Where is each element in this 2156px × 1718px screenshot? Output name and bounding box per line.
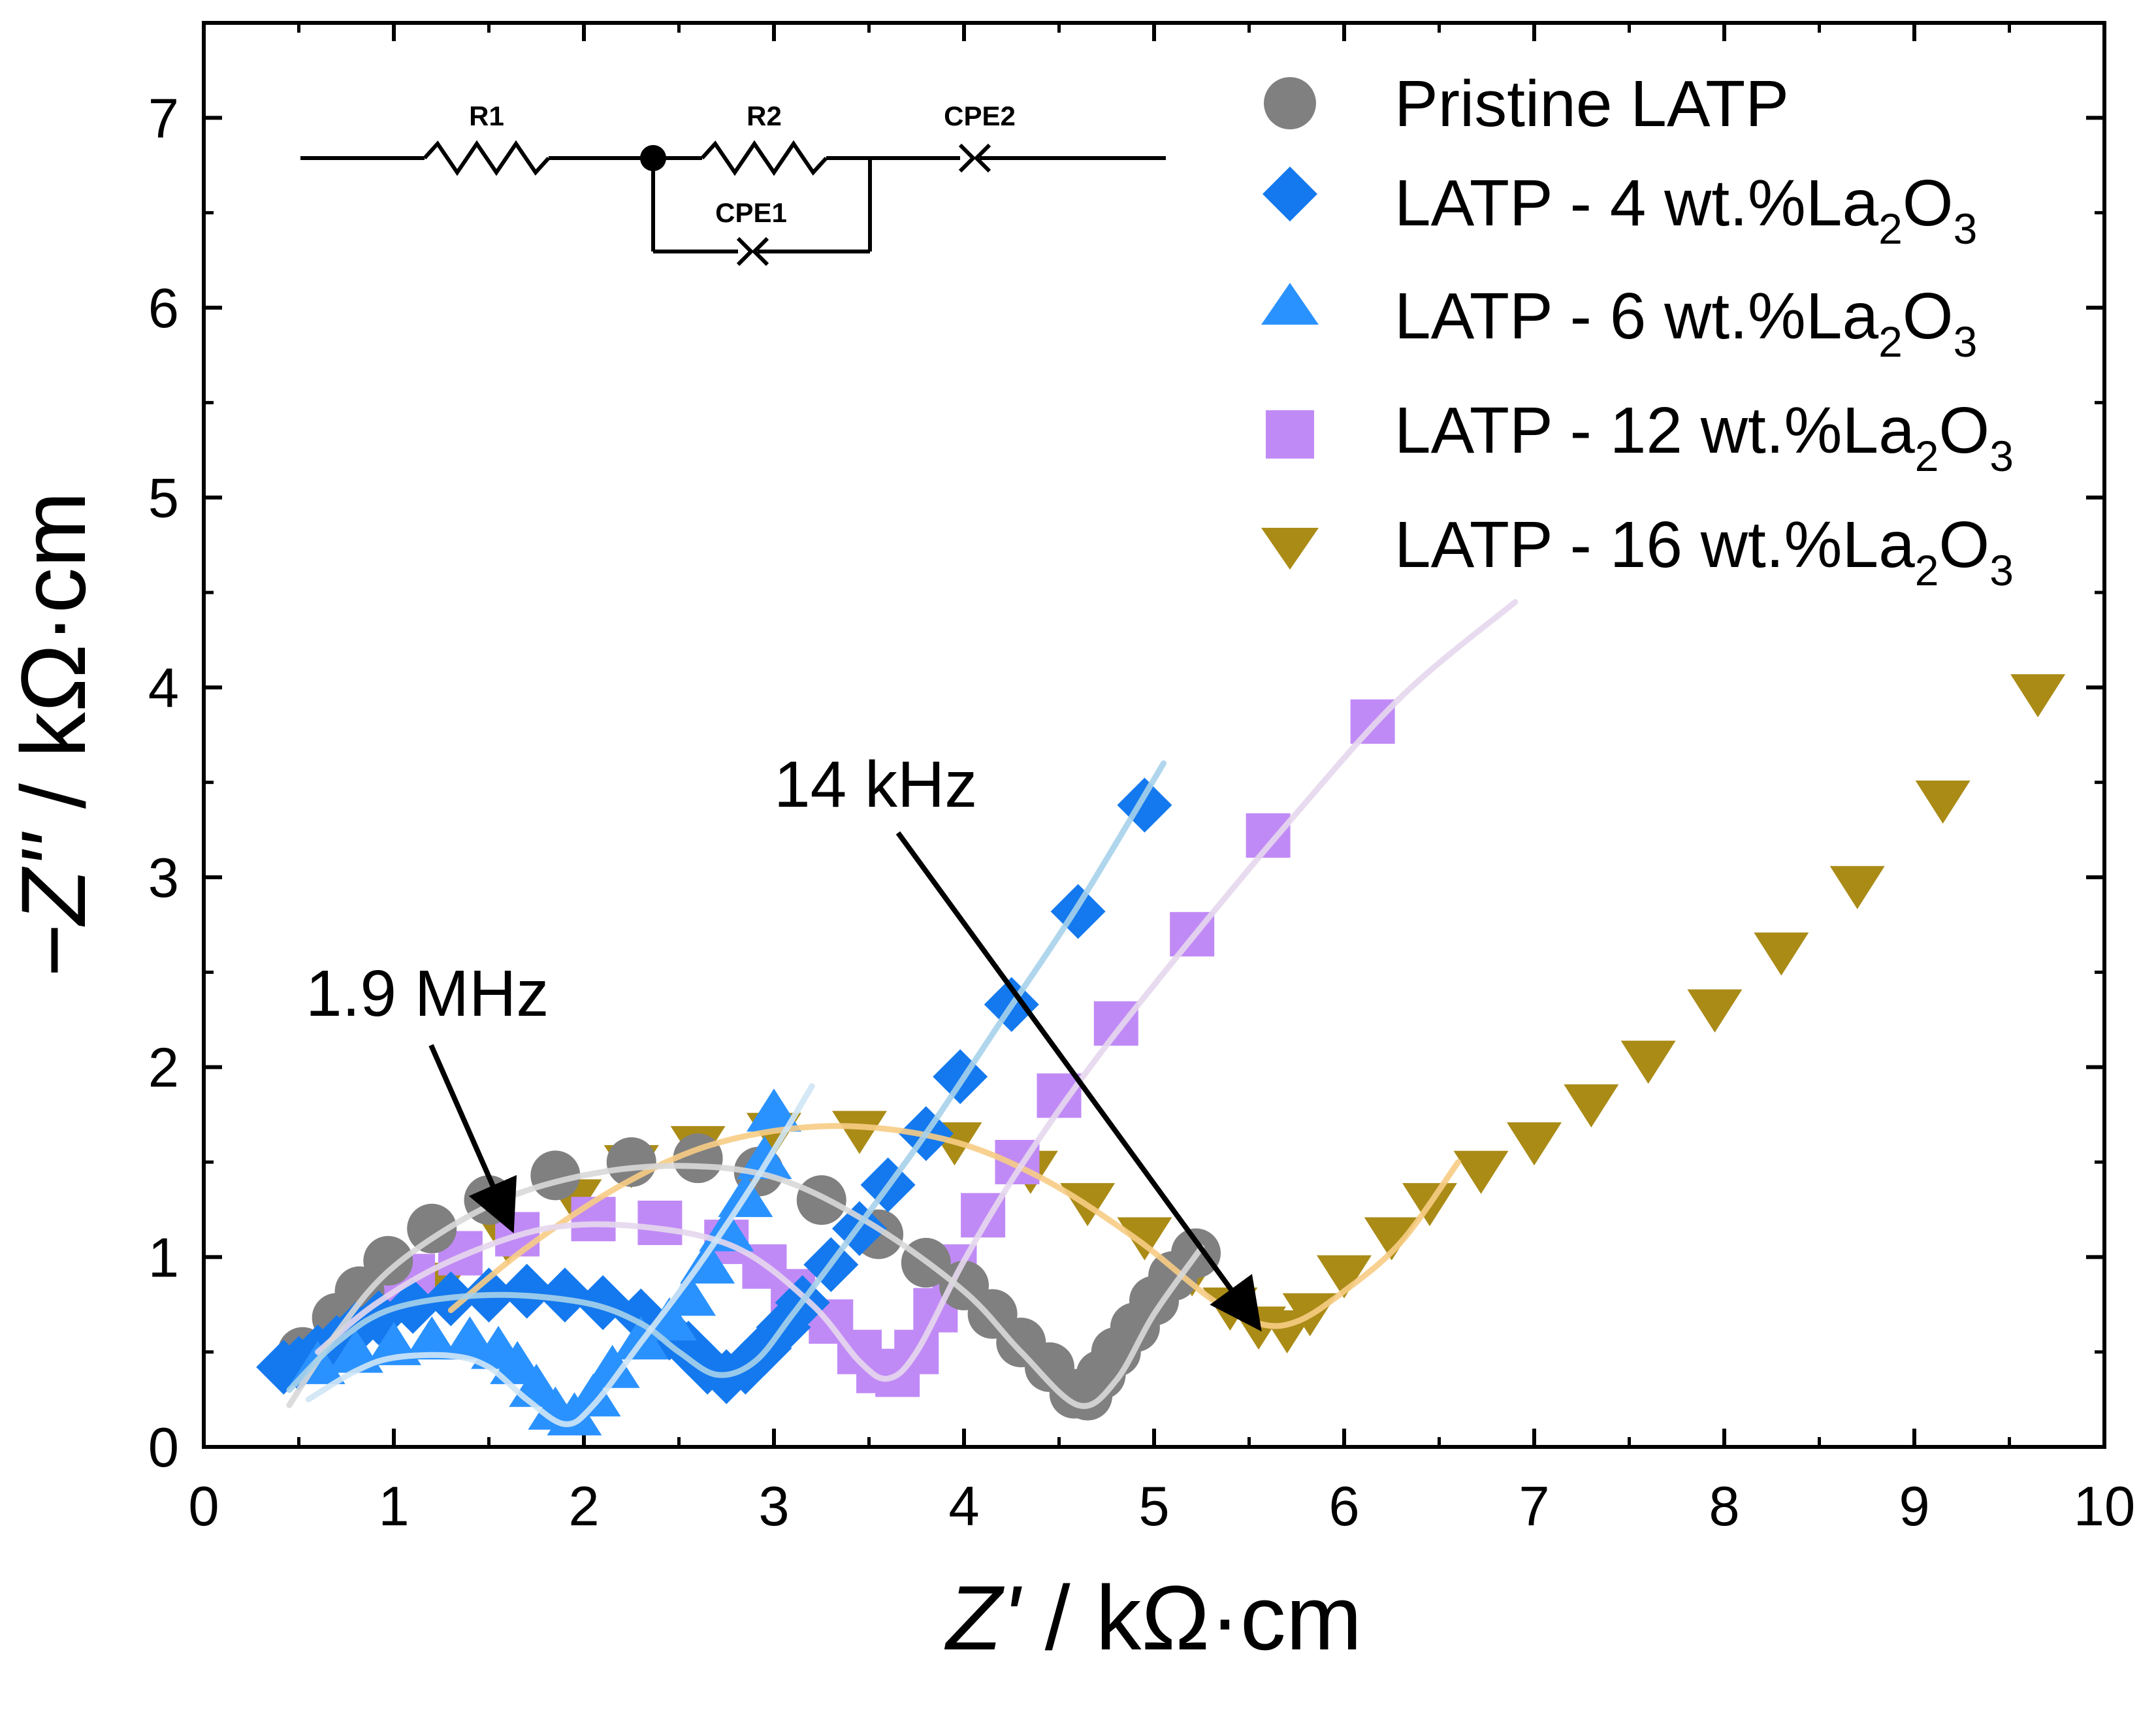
x-tick-label: 8 xyxy=(1709,1476,1739,1538)
data-point xyxy=(1829,866,1885,909)
fit-curve-series-4 xyxy=(447,1123,1462,1329)
y-axis-ticks: 0 1 2 3 4 5 6 7 xyxy=(148,21,2104,1479)
data-point xyxy=(1117,1217,1172,1261)
x-tick-label: 9 xyxy=(1899,1476,1929,1538)
series-4-markers xyxy=(413,674,2066,1353)
y-tick-label: 2 xyxy=(148,1037,179,1099)
label-cpe2: CPE2 xyxy=(944,101,1016,131)
label-r2: R2 xyxy=(747,101,782,131)
legend-marker-pristine xyxy=(1264,77,1316,129)
annotation-label: 14 kHz xyxy=(774,748,977,821)
data-point xyxy=(1687,989,1743,1033)
data-point xyxy=(1364,1217,1419,1261)
fit-curve-series-3 xyxy=(315,599,1519,1382)
x-tick-label: 4 xyxy=(948,1476,979,1538)
data-point xyxy=(363,1236,413,1286)
y-tick-label: 3 xyxy=(148,847,179,909)
series-0-markers xyxy=(278,1133,1221,1421)
circuit-labels: R1 R2 CPE2 CPE1 xyxy=(469,101,1016,228)
x-tick-label: 10 xyxy=(2074,1476,2136,1538)
annotation-14-khz: 14 kHz xyxy=(774,748,1262,1332)
legend-label-12wt: LATP - 12 wt.%La2O3 xyxy=(1394,394,2014,480)
y-tick-label: 4 xyxy=(148,657,179,719)
data-point xyxy=(831,1110,887,1154)
legend-marker-12wt xyxy=(1266,410,1314,459)
data-point xyxy=(442,1316,498,1360)
equivalent-circuit-inset xyxy=(300,140,1166,267)
x-tick-label: 6 xyxy=(1328,1476,1359,1538)
data-point xyxy=(407,1203,457,1254)
data-point xyxy=(1754,932,1809,976)
label-r1: R1 xyxy=(469,101,504,131)
annotation-arrow xyxy=(895,831,1262,1332)
x-tick-label: 1 xyxy=(378,1476,409,1538)
data-point xyxy=(1246,813,1291,858)
legend-marker-4wt xyxy=(1263,167,1317,221)
data-point xyxy=(796,1175,846,1225)
data-point xyxy=(637,1201,683,1246)
x-tick-label: 0 xyxy=(188,1476,219,1538)
data-point xyxy=(747,1088,801,1132)
fit-curve-series-1 xyxy=(286,760,1166,1393)
fit-curve-series-2 xyxy=(305,1083,815,1427)
legend-label-16wt: LATP - 16 wt.%La2O3 xyxy=(1394,508,2014,594)
data-point xyxy=(404,1316,460,1360)
data-point xyxy=(1915,780,1971,824)
cpe2-symbol xyxy=(973,143,991,173)
y-tick-label: 0 xyxy=(148,1417,179,1479)
data-point xyxy=(566,1373,621,1417)
cpe1-symbol xyxy=(751,236,769,267)
annotation-1-9-mhz: 1.9 MHz xyxy=(306,957,549,1234)
legend: Pristine LATP LATP - 4 wt.%La2O3 LATP - … xyxy=(1261,67,2014,594)
resistor-r1 xyxy=(423,140,551,176)
data-point xyxy=(499,1263,555,1319)
data-point xyxy=(661,1272,716,1316)
data-markers xyxy=(256,674,2066,1436)
legend-label-6wt: LATP - 6 wt.%La2O3 xyxy=(1394,280,1977,366)
legend-marker-16wt xyxy=(1261,528,1319,570)
data-point xyxy=(585,1344,640,1388)
x-axis-ticks: 0 1 2 3 4 5 6 7 8 9 10 xyxy=(188,23,2135,1538)
data-point xyxy=(537,1267,592,1323)
y-tick-label: 7 xyxy=(148,88,179,150)
data-point xyxy=(1093,1001,1138,1046)
data-point xyxy=(2010,674,2066,718)
label-cpe1: CPE1 xyxy=(715,197,787,228)
circuit-node xyxy=(640,145,666,171)
y-tick-label: 6 xyxy=(148,278,179,340)
y-axis-label: −Z'' / kΩ·cm xyxy=(2,491,105,978)
x-axis-label: Z' / kΩ·cm xyxy=(944,1566,1362,1669)
resistor-r2 xyxy=(700,140,828,176)
data-point xyxy=(1453,1150,1509,1194)
x-tick-label: 5 xyxy=(1138,1476,1169,1538)
x-tick-label: 7 xyxy=(1519,1476,1549,1538)
legend-marker-6wt xyxy=(1261,283,1319,325)
annotation-label: 1.9 MHz xyxy=(306,957,549,1030)
data-point xyxy=(1564,1084,1619,1127)
x-tick-label: 3 xyxy=(758,1476,789,1538)
data-point xyxy=(1620,1041,1676,1084)
x-tick-label: 2 xyxy=(568,1476,599,1538)
data-point xyxy=(1507,1122,1562,1166)
legend-label-pristine: Pristine LATP xyxy=(1394,67,1789,140)
annotation-arrow xyxy=(428,1044,517,1234)
y-tick-label: 5 xyxy=(148,468,179,530)
data-point xyxy=(1317,1255,1372,1299)
fit-curves xyxy=(286,599,1519,1427)
fit-curve-series-0 xyxy=(286,1163,1205,1409)
y-tick-label: 1 xyxy=(148,1227,179,1289)
legend-label-4wt: LATP - 4 wt.%La2O3 xyxy=(1394,167,1977,253)
data-point xyxy=(737,1136,792,1179)
